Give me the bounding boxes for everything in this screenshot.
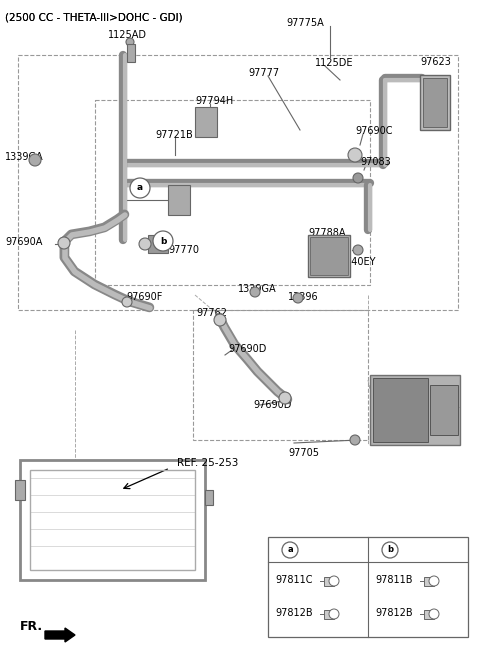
Circle shape: [279, 392, 291, 404]
Text: b: b: [160, 237, 166, 246]
Text: b: b: [387, 545, 393, 555]
Text: 13396: 13396: [288, 292, 319, 302]
Circle shape: [350, 435, 360, 445]
Text: 97623: 97623: [420, 57, 451, 67]
Text: 1125DE: 1125DE: [315, 58, 353, 68]
Circle shape: [282, 542, 298, 558]
FancyBboxPatch shape: [373, 378, 428, 442]
Text: 97690A: 97690A: [5, 237, 42, 247]
Text: a: a: [287, 545, 293, 555]
Circle shape: [122, 297, 132, 307]
Text: 1339GA: 1339GA: [238, 284, 276, 294]
FancyBboxPatch shape: [420, 75, 450, 130]
FancyBboxPatch shape: [127, 44, 135, 62]
Circle shape: [429, 609, 439, 619]
Text: REF. 25-253: REF. 25-253: [177, 458, 239, 468]
Circle shape: [353, 245, 363, 255]
Circle shape: [153, 231, 173, 251]
FancyBboxPatch shape: [424, 577, 434, 586]
Text: 97690C: 97690C: [355, 126, 393, 136]
FancyBboxPatch shape: [195, 107, 217, 137]
Text: 97762: 97762: [196, 308, 227, 318]
Text: 97721B: 97721B: [155, 130, 193, 140]
Circle shape: [29, 154, 41, 166]
FancyBboxPatch shape: [430, 385, 458, 435]
Circle shape: [329, 576, 339, 586]
FancyBboxPatch shape: [15, 480, 25, 500]
FancyBboxPatch shape: [148, 235, 168, 253]
Text: 97812B: 97812B: [375, 608, 413, 618]
Text: 97701: 97701: [430, 400, 461, 410]
Text: 97788A: 97788A: [308, 228, 346, 238]
Circle shape: [126, 38, 134, 46]
Circle shape: [293, 293, 303, 303]
Circle shape: [58, 237, 70, 249]
Text: 97812B: 97812B: [275, 608, 312, 618]
Text: 97705: 97705: [288, 448, 319, 458]
Text: 1339GA: 1339GA: [5, 152, 44, 162]
Text: 97690F: 97690F: [126, 292, 162, 302]
Text: 1125AD: 1125AD: [108, 30, 147, 40]
Circle shape: [329, 609, 339, 619]
Text: (2500 CC - THETA-III>DOHC - GDI): (2500 CC - THETA-III>DOHC - GDI): [5, 12, 182, 22]
Circle shape: [348, 148, 362, 162]
FancyBboxPatch shape: [423, 78, 447, 127]
Text: 97811B: 97811B: [375, 575, 412, 585]
Circle shape: [214, 314, 226, 326]
Text: a: a: [137, 183, 143, 193]
Text: 97083: 97083: [360, 157, 391, 167]
FancyBboxPatch shape: [205, 490, 213, 505]
Text: 97770: 97770: [168, 245, 199, 255]
Circle shape: [250, 287, 260, 297]
Text: 97690D: 97690D: [228, 344, 266, 354]
Circle shape: [139, 238, 151, 250]
FancyBboxPatch shape: [370, 375, 460, 445]
FancyBboxPatch shape: [324, 610, 334, 619]
Circle shape: [429, 576, 439, 586]
Text: 1140EY: 1140EY: [340, 257, 376, 267]
Circle shape: [353, 173, 363, 183]
Text: 97775A: 97775A: [286, 18, 324, 28]
FancyBboxPatch shape: [168, 185, 190, 215]
Text: 97777: 97777: [248, 68, 279, 78]
FancyBboxPatch shape: [324, 577, 334, 586]
Text: (2500 CC - THETA-III>DOHC - GDI): (2500 CC - THETA-III>DOHC - GDI): [5, 12, 182, 22]
Circle shape: [382, 542, 398, 558]
Text: 97690D: 97690D: [253, 400, 291, 410]
FancyBboxPatch shape: [308, 235, 350, 277]
Circle shape: [130, 178, 150, 198]
Text: 97794H: 97794H: [195, 96, 233, 106]
FancyBboxPatch shape: [424, 610, 434, 619]
Text: FR.: FR.: [20, 620, 43, 633]
FancyArrow shape: [45, 628, 75, 642]
FancyBboxPatch shape: [310, 237, 348, 275]
Text: 97811C: 97811C: [275, 575, 312, 585]
